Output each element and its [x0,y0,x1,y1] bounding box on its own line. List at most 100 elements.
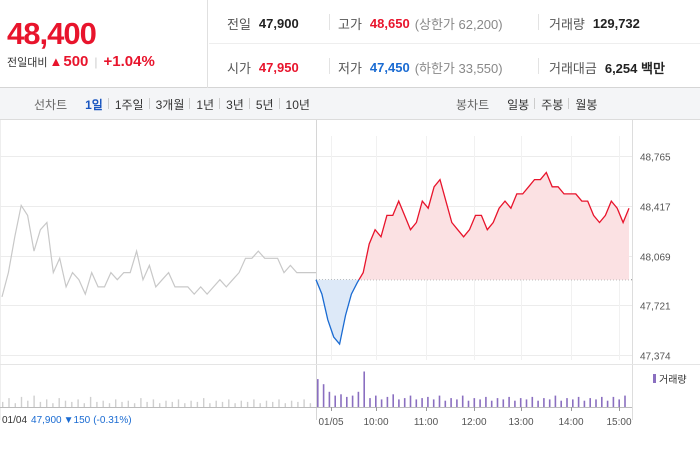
period-tab-10y[interactable]: 10년 [278,96,316,113]
volume-bar-today [502,399,505,407]
volume-bar-today [421,398,423,407]
divider [538,58,539,74]
line-chart-label: 선차트 [34,98,68,112]
high-stat: 고가 48,650 (상한가 62,200) [338,14,503,33]
volume-bar-today [508,396,510,407]
volume-bar-prev [152,399,155,407]
volume-bar-prev [102,400,104,407]
period-tab-1d[interactable]: 1일 [85,98,103,112]
volume-bar-today [346,396,348,407]
volume-bar-today [519,398,522,407]
quote-panel: 48,400 전일대비 ▲ 500 | +1.04% 전일 47,900 고가 … [0,0,700,88]
low-stat: 저가 47,450 (하한가 33,550) [338,58,503,77]
volume-bar-today [572,399,574,407]
volume-bar-today [380,399,383,407]
prev-close-value: 47,900 [258,16,299,31]
volume-bar-prev [215,400,217,407]
volume-bar-prev [196,401,199,407]
open-label: 시가 [227,61,251,76]
candle-chart-period-group: 봉차트 일봉 주봉 월봉 [456,96,603,113]
volume-bar-prev [146,401,148,407]
price-box: 48,400 전일대비 ▲ 500 | +1.04% [0,0,208,88]
volume-bar-prev [39,401,42,407]
volume-bar-prev [228,399,230,407]
x-tick-label: 14:00 [558,417,583,428]
today-up-area [359,172,629,280]
x-tick-label: 12:00 [461,417,486,428]
prev-day-change: 150 [73,415,91,426]
volume-bar-today [566,398,568,407]
volume-bar-prev [2,401,4,407]
volume-bar-prev [140,398,142,407]
volume-bar-prev [115,399,117,407]
x-tick-label: 11:00 [414,417,439,428]
price-change: 전일대비 ▲ 500 | +1.04% [7,53,155,70]
volume-bar-prev [64,400,67,407]
volume-bar-today [438,395,441,407]
volume-bar-today [386,396,389,407]
upper-limit: (상한가 62,200) [414,17,503,32]
volume-bar-prev [27,400,29,407]
prev-day-date: 01/04 [2,415,28,426]
candle-tab-daily[interactable]: 일봉 [507,98,530,112]
volume-bar-today [612,396,615,407]
y-tick-label: 48,765 [640,153,671,164]
volume-bar-today [363,371,365,407]
volume-bar-today [351,395,354,407]
volume-bar-prev [159,403,161,407]
stats-row-1: 전일 47,900 고가 48,650 (상한가 62,200) 거래량 129… [209,0,700,44]
volume-bar-today [490,400,493,407]
volume-bar-prev [121,401,123,407]
volume-bar-today [548,399,551,407]
volume-bar-today [595,399,597,407]
period-tab-1w[interactable]: 1주일 [107,96,150,113]
stats-panel: 전일 47,900 고가 48,650 (상한가 62,200) 거래량 129… [209,0,700,88]
high-label: 고가 [338,17,362,32]
volume-bar-prev [309,403,312,407]
intraday-chart[interactable]: 48,765 48,417 48,069 47,721 47,374 01/05 10:00… [0,120,700,450]
volume-bar-prev [290,400,293,407]
open-stat: 시가 47,950 [227,58,299,77]
x-tick-label: 15:00 [606,417,631,428]
chart-canvas: 48,765 48,417 48,069 47,721 47,374 01/05 10:00… [0,120,700,428]
candle-tab-monthly[interactable]: 월봉 [568,96,603,113]
prev-day-info: 01/04 47,900 ▼ 150 (-0.31%) [2,415,132,426]
prev-day-price: 47,900 [31,415,62,426]
candle-tab-weekly[interactable]: 주봉 [534,96,569,113]
period-tab-5y[interactable]: 5년 [248,96,280,113]
volume-bar-today [473,398,476,407]
change-value: 500 [63,53,89,70]
volume-bar-today [375,395,377,407]
volume-bar-today [537,400,539,407]
volume-bar-prev [284,403,286,407]
volume-bar-prev [190,400,192,407]
prev-close-label: 전일 [227,17,251,32]
period-tab-3m[interactable]: 3개월 [148,96,191,113]
x-tick-label: 01/05 [318,417,343,428]
period-tab-3y[interactable]: 3년 [219,96,250,113]
volume-bar-prev [246,401,249,407]
volume-bar-today [444,400,447,407]
low-label: 저가 [338,61,362,76]
volume-bar-prev [46,399,48,407]
volume-bar-prev [240,400,242,407]
volume-bar-prev [203,398,205,407]
volume-bar-today [427,396,429,407]
lower-limit: (하한가 33,550) [414,61,503,76]
volume-bar-today [496,398,499,407]
volume-bar-today [467,400,470,407]
volume-bar-prev [8,398,10,407]
volume-bar-prev [272,401,274,407]
current-price: 48,400 [7,16,97,51]
volume-bar-prev [303,399,305,407]
today-up-line [358,171,630,281]
volume-bar-prev [77,399,79,407]
volume-bar-today [554,395,557,407]
divider [329,14,330,30]
volume-bar-prev [177,399,180,407]
amount-stat: 거래대금 6,254 백만 [549,58,665,77]
period-tab-1y[interactable]: 1년 [189,96,220,113]
volume-bar-prev [108,403,111,407]
change-divider: | [94,54,98,69]
volume-bar-prev [89,396,92,407]
